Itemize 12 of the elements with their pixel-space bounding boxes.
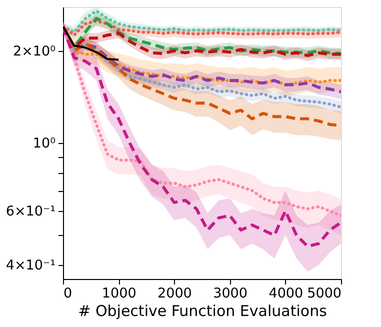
y-tick-label: 6×10⁻¹ <box>6 204 56 220</box>
y-tick-label: 4×10⁻¹ <box>6 257 56 274</box>
x-tick-label: 5000 <box>307 286 342 302</box>
line-series <box>63 20 341 37</box>
y-tick-label: 10⁰ <box>32 136 56 152</box>
x-tick-label: 1000 <box>102 286 136 302</box>
x-tick-label: 2000 <box>158 286 192 302</box>
y-tick-label: 2×10⁰ <box>13 43 56 60</box>
x-axis-title: # Objective Function Evaluations <box>78 302 328 320</box>
x-tick-label: 4000 <box>268 286 304 302</box>
x-tick-label: 0 <box>64 286 72 302</box>
x-tick-label: 3000 <box>213 286 248 302</box>
